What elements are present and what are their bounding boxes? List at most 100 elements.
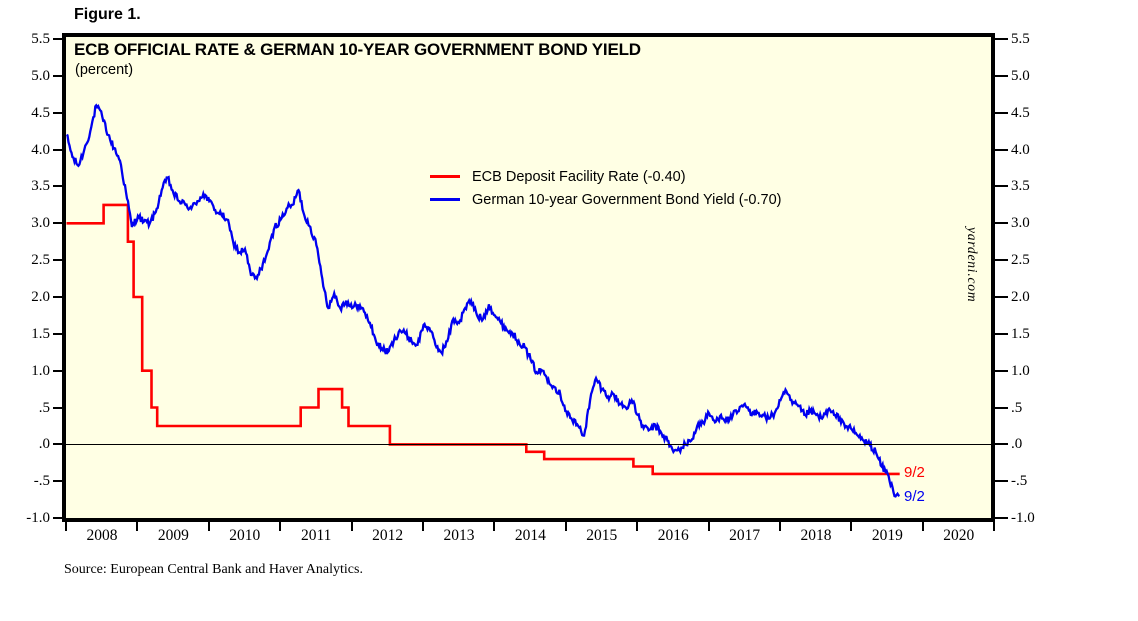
y-tick-label-right: 4.5 <box>1011 104 1030 121</box>
y-tick-label-left: .0 <box>38 436 50 453</box>
y-tick-right <box>995 148 1008 151</box>
y-tick-label-left: 3.5 <box>31 178 50 195</box>
x-tick <box>921 522 924 531</box>
legend: ECB Deposit Facility Rate (-0.40) German … <box>430 165 781 211</box>
legend-item: German 10-year Government Bond Yield (-0… <box>430 188 781 211</box>
plot-canvas <box>66 103 901 498</box>
y-tick-label-right: 1.5 <box>1011 325 1030 342</box>
x-tick <box>779 522 781 531</box>
y-tick-left <box>53 74 66 77</box>
legend-label: German 10-year Government Bond Yield (-0… <box>472 191 782 208</box>
annotation-red-date: 9/2 <box>904 464 925 481</box>
y-tick-label-left: 4.5 <box>31 104 50 121</box>
y-tick-right <box>995 517 1008 520</box>
x-tick-label: 2009 <box>157 527 189 544</box>
x-tick-label: 2019 <box>871 527 903 544</box>
y-tick-right <box>995 259 1008 262</box>
chart-title: ECB OFFICIAL RATE & GERMAN 10-YEAR GOVER… <box>74 40 641 59</box>
y-tick-left <box>53 38 66 41</box>
y-tick-right <box>995 332 1008 335</box>
y-tick-label-left: 2.0 <box>31 289 50 305</box>
x-tick-label: 2010 <box>229 527 261 544</box>
y-tick-label-left: 4.0 <box>31 141 50 158</box>
x-tick <box>636 522 639 531</box>
chart-subtitle: (percent) <box>75 62 134 78</box>
y-tick-right <box>995 296 1008 298</box>
y-tick-right <box>995 222 1008 225</box>
y-tick-left <box>53 222 66 225</box>
legend-item: ECB Deposit Facility Rate (-0.40) <box>430 165 781 188</box>
y-tick-label-left: -.5 <box>33 473 50 490</box>
y-tick-label-right: -1.0 <box>1011 510 1035 527</box>
y-tick-left <box>53 480 66 483</box>
y-tick-label-left: 5.5 <box>31 31 50 48</box>
x-tick-label: 2013 <box>443 527 475 544</box>
annotation-blue-date: 9/2 <box>904 488 925 505</box>
y-tick-left <box>53 406 66 409</box>
x-tick <box>707 522 710 531</box>
x-tick-label: 2012 <box>372 527 404 544</box>
y-tick-label-left: 5.0 <box>31 67 50 84</box>
y-tick-left <box>53 148 66 151</box>
x-tick-label: 2020 <box>943 527 975 544</box>
x-tick <box>207 522 210 531</box>
x-tick-label: 2018 <box>800 527 832 544</box>
watermark-text: yardeni.com <box>965 227 980 303</box>
y-tick-left <box>53 259 66 262</box>
x-tick <box>136 522 139 531</box>
x-tick <box>422 522 424 531</box>
y-tick-right <box>995 185 1008 188</box>
x-tick-label: 2011 <box>300 527 332 544</box>
x-tick <box>350 522 353 531</box>
y-tick-label-left: 1.5 <box>31 325 50 342</box>
legend-line-swatch <box>430 198 460 201</box>
y-tick-label-right: -.5 <box>1011 473 1028 490</box>
series-german-10y-bund-yield <box>66 103 901 498</box>
x-tick <box>279 522 282 531</box>
y-tick-label-left: -1.0 <box>26 510 50 527</box>
x-tick-label: 2015 <box>586 527 618 544</box>
y-tick-label-right: 2.0 <box>1011 289 1030 305</box>
y-tick-label-right: 1.0 <box>1011 362 1030 379</box>
y-tick-right <box>995 74 1008 77</box>
y-tick-right <box>995 480 1008 483</box>
y-tick-label-right: 3.5 <box>1011 178 1030 195</box>
y-tick-label-right: 3.0 <box>1011 215 1030 232</box>
y-tick-label-right: 5.0 <box>1011 67 1030 84</box>
x-tick <box>564 522 567 531</box>
y-tick-label-left: 1.0 <box>31 362 50 379</box>
legend-label: ECB Deposit Facility Rate (-0.40) <box>472 168 686 185</box>
y-tick-right <box>995 443 1008 446</box>
y-tick-left <box>53 111 66 114</box>
x-tick-label: 2014 <box>514 527 546 544</box>
y-tick-right <box>995 406 1008 409</box>
y-tick-right <box>995 38 1008 41</box>
x-tick-label: 2016 <box>657 527 689 544</box>
y-tick-label-right: .5 <box>1011 399 1023 416</box>
y-tick-left <box>53 517 66 520</box>
y-tick-left <box>53 296 66 298</box>
y-tick-label-left: 2.5 <box>31 252 50 269</box>
y-tick-right <box>995 369 1008 372</box>
x-tick <box>850 522 853 531</box>
x-tick-label: 2008 <box>86 527 118 544</box>
y-tick-label-left: .5 <box>38 399 50 416</box>
y-tick-left <box>53 185 66 188</box>
y-tick-label-right: 2.5 <box>1011 252 1030 269</box>
y-tick-left <box>53 443 66 446</box>
x-tick <box>65 522 67 531</box>
y-tick-left <box>53 332 66 335</box>
plot-area <box>62 33 995 522</box>
source-note: Source: European Central Bank and Haver … <box>64 562 363 577</box>
x-tick <box>993 522 996 531</box>
y-tick-right <box>995 111 1008 114</box>
legend-line-swatch <box>430 175 460 178</box>
series-ecb-deposit-rate <box>66 203 900 476</box>
y-tick-label-right: .0 <box>1011 436 1023 453</box>
y-tick-label-right: 4.0 <box>1011 141 1030 158</box>
y-tick-left <box>53 369 66 372</box>
x-tick <box>493 522 496 531</box>
figure-label: Figure 1. <box>74 6 141 23</box>
y-tick-label-left: 3.0 <box>31 215 50 232</box>
